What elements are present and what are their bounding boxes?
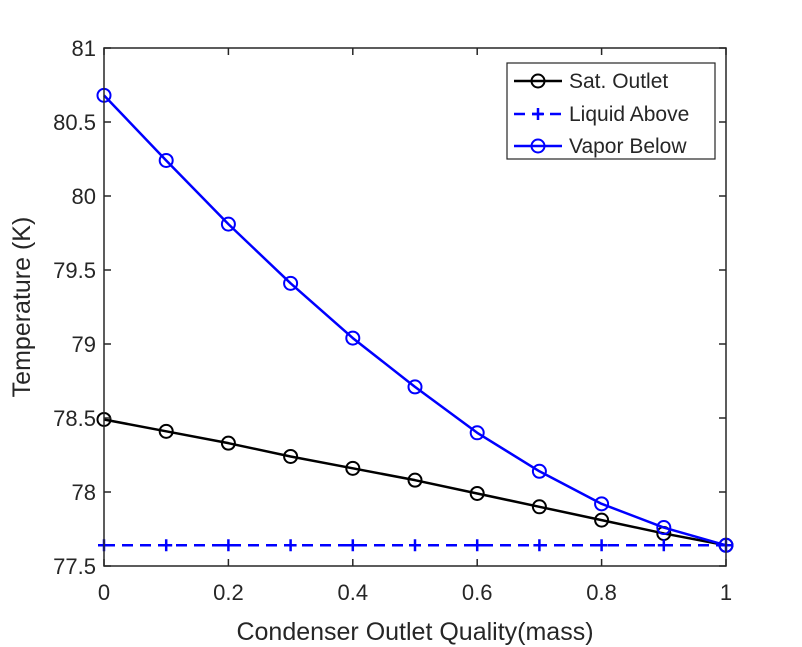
legend-item-0: Sat. Outlet [514, 70, 668, 93]
legend-label-2: Vapor Below [569, 135, 687, 158]
legend-box [506, 62, 716, 160]
data-point-2-8 [594, 496, 610, 512]
data-point-0-7 [531, 499, 547, 515]
x-tick-label: 0 [98, 580, 110, 605]
legend-item-2: Vapor Below [514, 135, 687, 158]
data-point-1-5 [409, 539, 421, 552]
data-point-1-6 [471, 539, 484, 552]
legend-marker-0 [530, 73, 546, 89]
series-line-2 [103, 94, 727, 547]
data-point-2-1 [158, 152, 174, 168]
y-tick-label: 78.5 [53, 406, 96, 431]
series-line-0 [103, 418, 727, 547]
data-point-2-9 [656, 520, 672, 536]
x-axis-label: Condenser Outlet Quality(mass) [236, 618, 593, 646]
data-point-2-7 [531, 463, 547, 479]
y-tick-label: 77.5 [53, 554, 96, 579]
data-point-0-1 [158, 423, 174, 439]
x-tick-label: 1 [720, 580, 732, 605]
y-tick-label: 81 [72, 36, 96, 61]
legend-item-1: Liquid Above [514, 103, 689, 126]
legend-label-1: Liquid Above [569, 103, 689, 126]
data-point-0-4 [345, 460, 361, 476]
data-point-0-6 [469, 485, 485, 501]
data-point-1-4 [346, 539, 359, 552]
legend-marker-2 [530, 138, 546, 154]
data-point-0-3 [283, 448, 299, 464]
data-point-2-6 [469, 425, 485, 441]
data-point-1-2 [222, 539, 235, 552]
x-tick-label: 0.8 [586, 580, 617, 605]
y-axis-label: Temperature (K) [8, 217, 36, 398]
x-tick-label: 0.4 [338, 580, 369, 605]
legend-label-0: Sat. Outlet [569, 70, 668, 93]
y-tick-label: 80.5 [53, 110, 96, 135]
data-point-1-8 [595, 539, 608, 552]
data-point-2-5 [407, 379, 423, 395]
data-point-1-9 [657, 539, 670, 552]
data-point-1-1 [160, 539, 173, 552]
y-tick-label: 79 [72, 332, 96, 357]
data-point-1-3 [284, 539, 297, 552]
data-point-0-8 [594, 512, 610, 528]
legend-marker-1 [532, 108, 544, 120]
data-point-2-3 [283, 275, 299, 291]
data-point-2-2 [220, 216, 236, 232]
x-tick-label: 0.2 [213, 580, 244, 605]
data-point-2-4 [345, 330, 361, 346]
y-tick-label: 80 [72, 184, 96, 209]
data-point-1-7 [533, 539, 546, 552]
data-point-0-2 [220, 435, 236, 451]
series-2 [96, 87, 734, 553]
axes-box [103, 47, 727, 567]
x-tick-label: 0.6 [462, 580, 493, 605]
y-tick-label: 79.5 [53, 258, 96, 283]
y-tick-label: 78 [72, 480, 96, 505]
data-point-0-5 [407, 472, 423, 488]
